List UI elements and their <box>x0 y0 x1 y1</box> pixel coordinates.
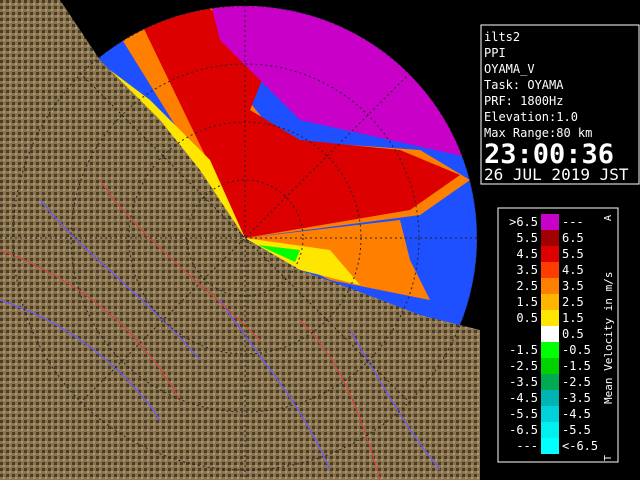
map-area <box>0 0 480 480</box>
legend-left-label: -1.5 <box>509 343 538 357</box>
legend-left-label: 1.5 <box>516 295 538 309</box>
legend-left-label: -4.5 <box>509 391 538 405</box>
legend-left-label: -3.5 <box>509 375 538 389</box>
legend-swatch <box>541 214 559 230</box>
legend-swatch <box>541 326 559 342</box>
range-rings <box>0 0 480 480</box>
legend-right-label: 4.5 <box>562 263 584 277</box>
legend-swatch <box>541 406 559 422</box>
info-line: Elevation:1.0 <box>484 110 578 124</box>
legend-right-label: 5.5 <box>562 247 584 261</box>
legend-right-label: 6.5 <box>562 231 584 245</box>
info-line: PRF: 1800Hz <box>484 94 563 108</box>
legend-right-label: <-6.5 <box>562 439 598 453</box>
legend-bottom-mark: T <box>603 455 614 461</box>
legend-top-mark: A <box>603 215 614 221</box>
legend-left-label: >6.5 <box>509 215 538 229</box>
info-line: ilts2 <box>484 30 520 44</box>
info-line: PPI <box>484 46 506 60</box>
legend-swatch <box>541 390 559 406</box>
legend: >6.5 --- 5.5 6.5 4.5 5.5 3.5 4.5 2.5 3.5 1.5 2.5 0.5… <box>509 214 598 454</box>
time: 23:00:36 <box>484 139 614 170</box>
echo-green <box>258 245 300 262</box>
rivers <box>0 199 441 471</box>
legend-left-label: 3.5 <box>516 263 538 277</box>
legend-right-label: -1.5 <box>562 359 591 373</box>
legend-left-label: 4.5 <box>516 247 538 261</box>
legend-right-label: 0.5 <box>562 327 584 341</box>
legend-right-label: 3.5 <box>562 279 584 293</box>
legend-swatch <box>541 342 559 358</box>
legend-swatch <box>541 438 559 454</box>
date: 26 JUL 2019 JST <box>484 165 629 184</box>
legend-swatch <box>541 358 559 374</box>
legend-right-label: -0.5 <box>562 343 591 357</box>
legend-right-label: -4.5 <box>562 407 591 421</box>
legend-left-label: 0.5 <box>516 311 538 325</box>
legend-left-label: --- <box>516 439 538 453</box>
info-line: OYAMA_V <box>484 62 535 76</box>
legend-swatch <box>541 422 559 438</box>
legend-left-label: -6.5 <box>509 423 538 437</box>
legend-right-label: --- <box>562 215 584 229</box>
info-text: ilts2 PPI OYAMA_V Task: OYAMA PRF: 1800Hz Ele… <box>484 30 592 140</box>
legend-right-label: -3.5 <box>562 391 591 405</box>
legend-right-label: 2.5 <box>562 295 584 309</box>
legend-right-label: -5.5 <box>562 423 591 437</box>
legend-right-label: -2.5 <box>562 375 591 389</box>
legend-left-label: -5.5 <box>509 407 538 421</box>
legend-swatch <box>541 278 559 294</box>
legend-swatch <box>541 374 559 390</box>
boundaries <box>0 179 381 480</box>
legend-swatch <box>541 294 559 310</box>
info-line: Max Range:80 km <box>484 126 592 140</box>
legend-left-label: -2.5 <box>509 359 538 373</box>
legend-swatch <box>541 262 559 278</box>
legend-left-label: 2.5 <box>516 279 538 293</box>
info-panel <box>480 24 640 185</box>
terrain <box>0 0 480 480</box>
legend-title: Mean Velocity in m/s <box>602 272 615 404</box>
legend-right-label: 1.5 <box>562 311 584 325</box>
legend-left-label: 5.5 <box>516 231 538 245</box>
echo-red <box>130 6 460 238</box>
legend-swatch <box>541 246 559 262</box>
legend-swatch <box>541 310 559 326</box>
info-line: Task: OYAMA <box>484 78 564 92</box>
legend-swatch <box>541 230 559 246</box>
